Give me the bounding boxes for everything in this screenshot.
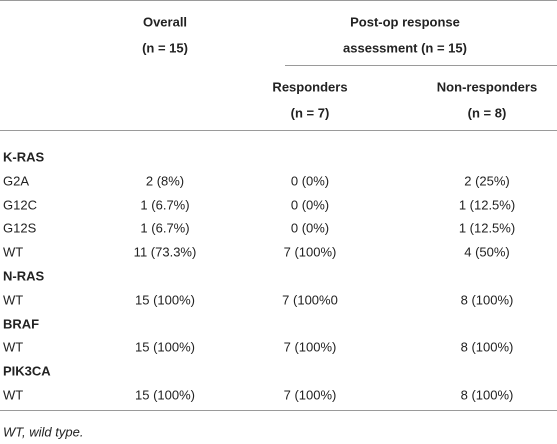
cell: 7 (100%) (283, 387, 337, 403)
cell: 8 (100%) (460, 339, 514, 355)
section-label: K-RAS (3, 149, 45, 165)
cell: 7 (100%) (283, 339, 337, 355)
cell: 8 (100%) (460, 292, 514, 308)
header-cell: (n = 7) (290, 105, 330, 121)
cell: 1 (12.5%) (458, 220, 516, 236)
header-cell: Responders (272, 79, 348, 95)
cell: 15 (100%) (135, 339, 195, 355)
footnote: WT, wild type. (3, 424, 84, 440)
cell: 4 (50%) (464, 244, 510, 260)
row-label: WT (3, 339, 24, 355)
cell: 8 (100%) (460, 387, 514, 403)
cell: 2 (8%) (145, 173, 185, 189)
cell: 2 (25%) (464, 173, 510, 189)
cell: 1 (6.7%) (140, 220, 190, 236)
cell: 1 (6.7%) (140, 197, 190, 213)
header-cell: Non-responders (436, 79, 538, 95)
header-cell: Overall (142, 14, 188, 30)
cell: 11 (73.3%) (133, 244, 197, 260)
cell: 15 (100%) (135, 292, 195, 308)
row-label: G2A (3, 173, 30, 189)
row-label: WT (3, 292, 24, 308)
rule (285, 65, 557, 66)
cell: 0 (0%) (290, 220, 330, 236)
row-label: WT (3, 244, 24, 260)
rule (0, 0, 557, 1)
rule (0, 130, 557, 131)
header-cell: assessment (n = 15) (343, 40, 467, 56)
row-label: G12C (3, 197, 37, 213)
header-cell: (n = 8) (467, 105, 507, 121)
cell: 7 (100%0 (282, 292, 338, 308)
cell: 15 (100%) (135, 387, 195, 403)
cell: 0 (0%) (290, 173, 330, 189)
cell: 7 (100%) (283, 244, 337, 260)
cell: 0 (0%) (290, 197, 330, 213)
rule (0, 410, 557, 411)
section-label: BRAF (3, 316, 40, 332)
header-cell: Post-op response (350, 14, 460, 30)
section-label: PIK3CA (3, 363, 51, 379)
row-label: WT (3, 387, 24, 403)
header-cell: (n = 15) (142, 40, 188, 56)
section-label: N-RAS (3, 268, 45, 284)
cell: 1 (12.5%) (458, 197, 516, 213)
row-label: G12S (3, 220, 37, 236)
